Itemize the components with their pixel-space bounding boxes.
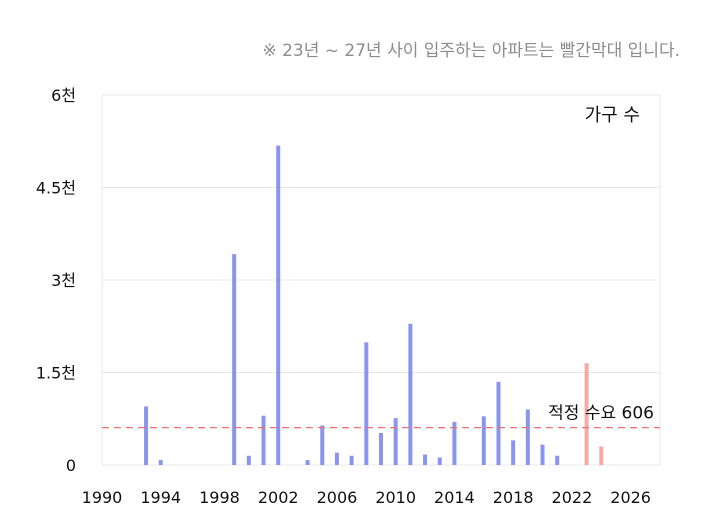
bar	[246, 455, 251, 465]
y-tick-label: 1.5천	[36, 364, 76, 383]
reference-line-label: 적정 수요 606	[548, 404, 654, 424]
bar	[364, 342, 369, 465]
x-tick-label: 2002	[258, 488, 299, 507]
bar-highlight	[599, 446, 604, 465]
x-tick-label: 1994	[140, 488, 181, 507]
x-tick-label: 1998	[199, 488, 240, 507]
bar	[511, 440, 516, 465]
legend-label: 가구 수	[585, 105, 640, 126]
bar	[379, 432, 383, 465]
x-tick-label: 2018	[493, 488, 534, 507]
y-tick-label: 4.5천	[36, 179, 76, 198]
bar	[437, 457, 442, 465]
bar-highlight	[584, 363, 589, 465]
bar	[334, 452, 339, 465]
x-tick-label: 1990	[82, 488, 123, 507]
bar	[555, 455, 560, 465]
chart-note: ※ 23년 ~ 27년 사이 입주하는 아파트는 빨간막대 입니다.	[262, 41, 680, 61]
bar	[305, 460, 310, 465]
x-tick-label: 2014	[434, 488, 475, 507]
y-tick-label: 6천	[51, 86, 76, 105]
bar	[393, 418, 398, 465]
x-tick-label: 2010	[375, 488, 416, 507]
bar	[423, 454, 428, 465]
bar	[276, 145, 281, 466]
x-tick-label: 2026	[610, 488, 651, 507]
bar	[320, 425, 325, 465]
x-tick-label: 2022	[552, 488, 593, 507]
bar	[452, 421, 457, 465]
bar	[481, 416, 486, 465]
bar	[158, 460, 163, 465]
bar	[496, 381, 501, 465]
bar	[144, 406, 149, 465]
bar	[525, 409, 530, 465]
y-tick-label: 3천	[51, 271, 76, 290]
bar	[349, 455, 354, 465]
bar	[408, 323, 413, 465]
bar	[232, 254, 237, 465]
y-tick-label: 0	[66, 456, 76, 475]
bar	[540, 444, 545, 465]
x-tick-label: 2006	[317, 488, 358, 507]
bar	[261, 415, 266, 465]
